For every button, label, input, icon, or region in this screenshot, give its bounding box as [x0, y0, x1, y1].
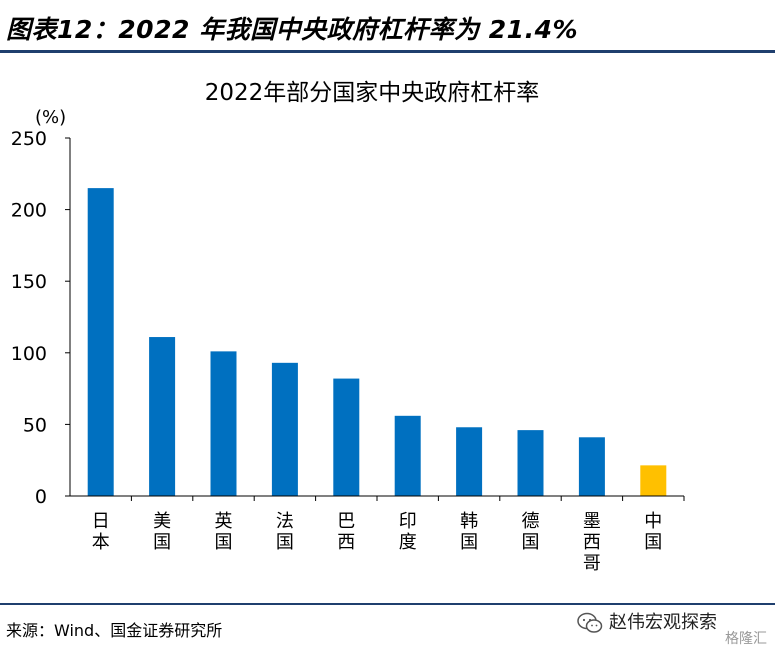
bar — [149, 337, 176, 496]
bar — [640, 465, 667, 496]
figure-title: 图表12：2022 年我国中央政府杠杆率为 21.4% — [6, 15, 579, 44]
chart-title: 2022年部分国家中央政府杠杆率 — [205, 80, 540, 106]
x-category-label: 墨西哥 — [583, 511, 601, 574]
bar — [394, 415, 421, 496]
x-axis-labels: 日本 美国 英国 法国 巴西 印度 韩国 德国 墨西哥 中国 — [92, 496, 685, 574]
bar — [517, 430, 544, 496]
x-category-label: 印度 — [399, 511, 417, 553]
watermark-sub: 格隆汇 — [725, 631, 767, 647]
top-rule — [0, 50, 775, 53]
y-tick-label: 200 — [11, 200, 47, 222]
bar — [87, 188, 114, 496]
bars — [87, 188, 667, 496]
y-axis-unit-label: (%) — [35, 107, 66, 128]
y-tick-label: 100 — [11, 343, 47, 365]
x-category-label: 中国 — [644, 511, 662, 553]
bar — [578, 437, 605, 496]
x-category-label: 韩国 — [460, 511, 478, 553]
x-category-label: 德国 — [522, 511, 540, 553]
y-tick-label: 150 — [11, 271, 47, 293]
bar — [271, 362, 298, 496]
y-tick-label: 50 — [23, 414, 47, 436]
bar — [333, 378, 360, 496]
x-category-label: 英国 — [215, 511, 233, 553]
x-category-label: 法国 — [276, 511, 294, 553]
bar — [456, 427, 483, 496]
x-category-label: 美国 — [153, 511, 171, 553]
y-tick-label: 250 — [11, 128, 47, 150]
y-axis-ticks: 0 50 100 150 200 250 — [11, 128, 70, 508]
x-category-label: 巴西 — [337, 511, 355, 553]
bar — [210, 351, 237, 496]
x-category-label: 日本 — [92, 511, 110, 553]
bottom-rule — [0, 603, 775, 605]
source-note: 来源：Wind、国金证券研究所 — [6, 621, 223, 640]
bar-chart: 2022年部分国家中央政府杠杆率 (%) 0 50 100 150 200 250 日本 美… — [11, 80, 685, 574]
y-tick-label: 0 — [35, 486, 47, 508]
watermark: 赵伟宏观探索 格隆汇 — [577, 600, 767, 648]
wechat-icon — [577, 612, 603, 633]
watermark-name: 赵伟宏观探索 — [609, 612, 717, 633]
